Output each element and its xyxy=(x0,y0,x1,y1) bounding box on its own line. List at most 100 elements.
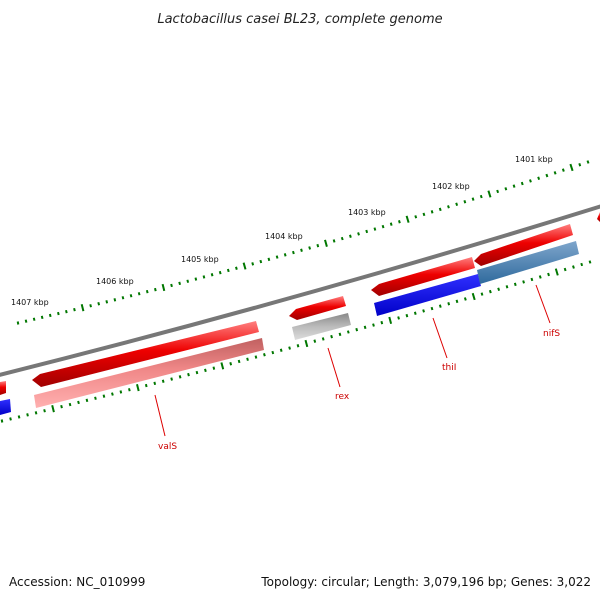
gene-arrow-valS xyxy=(32,321,259,387)
minor-tick xyxy=(488,289,492,294)
major-tick xyxy=(487,190,492,198)
gene-features xyxy=(0,212,600,415)
minor-tick xyxy=(553,171,557,175)
minor-tick xyxy=(153,381,157,386)
minor-tick xyxy=(24,319,28,323)
minor-tick xyxy=(563,267,567,272)
minor-tick xyxy=(77,400,80,405)
major-tick xyxy=(324,239,328,247)
minor-tick xyxy=(60,404,63,409)
minor-tick xyxy=(572,265,575,269)
minor-tick xyxy=(178,375,182,379)
minor-tick xyxy=(237,359,241,364)
minor-tick xyxy=(89,304,92,308)
accession-text: Accession: NC_010999 xyxy=(9,575,145,589)
minor-tick xyxy=(496,189,500,194)
minor-tick xyxy=(145,289,149,294)
minor-tick xyxy=(271,350,275,355)
minor-tick xyxy=(170,377,173,381)
minor-tick xyxy=(105,300,109,304)
minor-tick xyxy=(128,388,131,392)
minor-tick xyxy=(398,220,401,224)
minor-tick xyxy=(235,266,238,270)
minor-tick xyxy=(94,396,97,400)
minor-tick xyxy=(202,275,206,279)
minor-tick xyxy=(121,296,125,300)
minor-tick xyxy=(413,311,417,315)
gene-arrow-thiI xyxy=(371,257,475,296)
scale-label-1401: 1401 kbp xyxy=(515,155,553,164)
major-tick xyxy=(242,262,247,270)
gene-arrow-nifS xyxy=(474,224,573,266)
minor-tick xyxy=(455,202,459,206)
minor-tick xyxy=(48,313,52,318)
minor-tick xyxy=(194,277,198,281)
minor-tick xyxy=(259,259,263,264)
minor-tick xyxy=(187,372,190,377)
gene-label-rex: rex xyxy=(335,392,350,402)
major-tick xyxy=(51,405,55,413)
minor-tick xyxy=(414,215,418,219)
minor-tick xyxy=(513,282,517,287)
scale-label-1407: 1407 kbp xyxy=(11,298,49,307)
minor-tick xyxy=(588,260,592,264)
gene-arrow xyxy=(0,381,6,395)
minor-tick xyxy=(40,315,44,320)
minor-tick xyxy=(16,321,20,325)
minor-tick xyxy=(438,207,442,212)
minor-tick xyxy=(538,275,542,279)
minor-tick xyxy=(381,224,385,229)
minor-tick xyxy=(547,272,550,277)
minor-tick xyxy=(578,163,582,167)
minor-tick xyxy=(111,392,114,396)
minor-tick xyxy=(0,419,4,423)
minor-tick xyxy=(586,160,590,164)
minor-tick xyxy=(144,383,148,388)
inner-scale-ticks xyxy=(0,260,592,423)
minor-tick xyxy=(397,316,400,320)
major-tick xyxy=(554,268,559,276)
minor-tick xyxy=(338,332,342,337)
cds-bar-nifS xyxy=(477,241,579,284)
minor-tick xyxy=(195,370,199,375)
minor-tick xyxy=(438,304,442,308)
minor-tick xyxy=(254,355,258,359)
minor-tick xyxy=(212,366,216,370)
minor-tick xyxy=(186,279,190,283)
minor-tick xyxy=(321,337,325,341)
minor-tick xyxy=(430,306,434,311)
minor-tick xyxy=(102,394,106,398)
scale-label-1403: 1403 kbp xyxy=(348,208,386,217)
minor-tick xyxy=(313,339,317,343)
gene-label-thiI: thiI xyxy=(442,363,456,373)
cds-bar-rex xyxy=(292,313,351,340)
minor-tick xyxy=(129,294,133,298)
minor-tick xyxy=(251,262,255,266)
minor-tick xyxy=(580,262,584,267)
minor-tick xyxy=(447,302,451,306)
minor-tick xyxy=(497,287,501,291)
major-tick xyxy=(161,283,166,292)
minor-tick xyxy=(463,297,467,301)
map-title: Lactobacillus casei BL23, complete genom… xyxy=(157,12,442,27)
minor-tick xyxy=(365,229,369,234)
minor-tick xyxy=(471,197,475,201)
leader-line xyxy=(154,394,166,437)
minor-tick xyxy=(57,311,60,316)
minor-tick xyxy=(512,184,516,188)
gene-arrow xyxy=(597,212,600,222)
minor-tick xyxy=(119,390,123,394)
minor-tick xyxy=(296,344,300,348)
leader-line xyxy=(327,347,341,388)
minor-tick xyxy=(161,379,165,383)
minor-tick xyxy=(504,187,508,191)
outer-scale-ticks xyxy=(16,160,590,325)
scale-label-1404: 1404 kbp xyxy=(265,232,303,241)
minor-tick xyxy=(283,253,287,257)
minor-tick xyxy=(226,268,230,273)
minor-tick xyxy=(430,210,434,214)
major-tick xyxy=(304,339,309,348)
minor-tick xyxy=(479,194,483,199)
major-tick xyxy=(569,163,574,172)
minor-tick xyxy=(43,409,46,413)
